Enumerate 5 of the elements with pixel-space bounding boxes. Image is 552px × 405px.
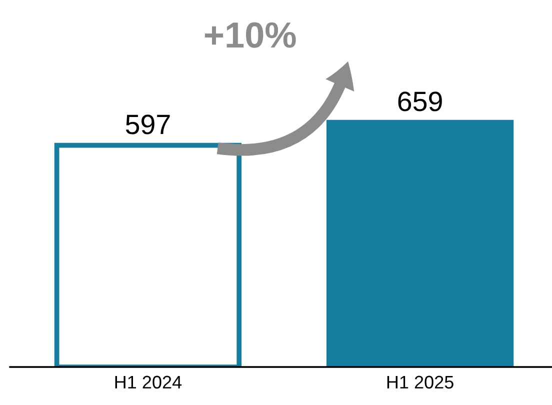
x-tick-label: H1 2025 <box>387 376 454 389</box>
data-label: 659 <box>398 92 442 112</box>
data-label: 597 <box>126 114 170 134</box>
text: +10% <box>204 22 296 48</box>
x-tick-label: H1 2024 <box>115 376 182 389</box>
